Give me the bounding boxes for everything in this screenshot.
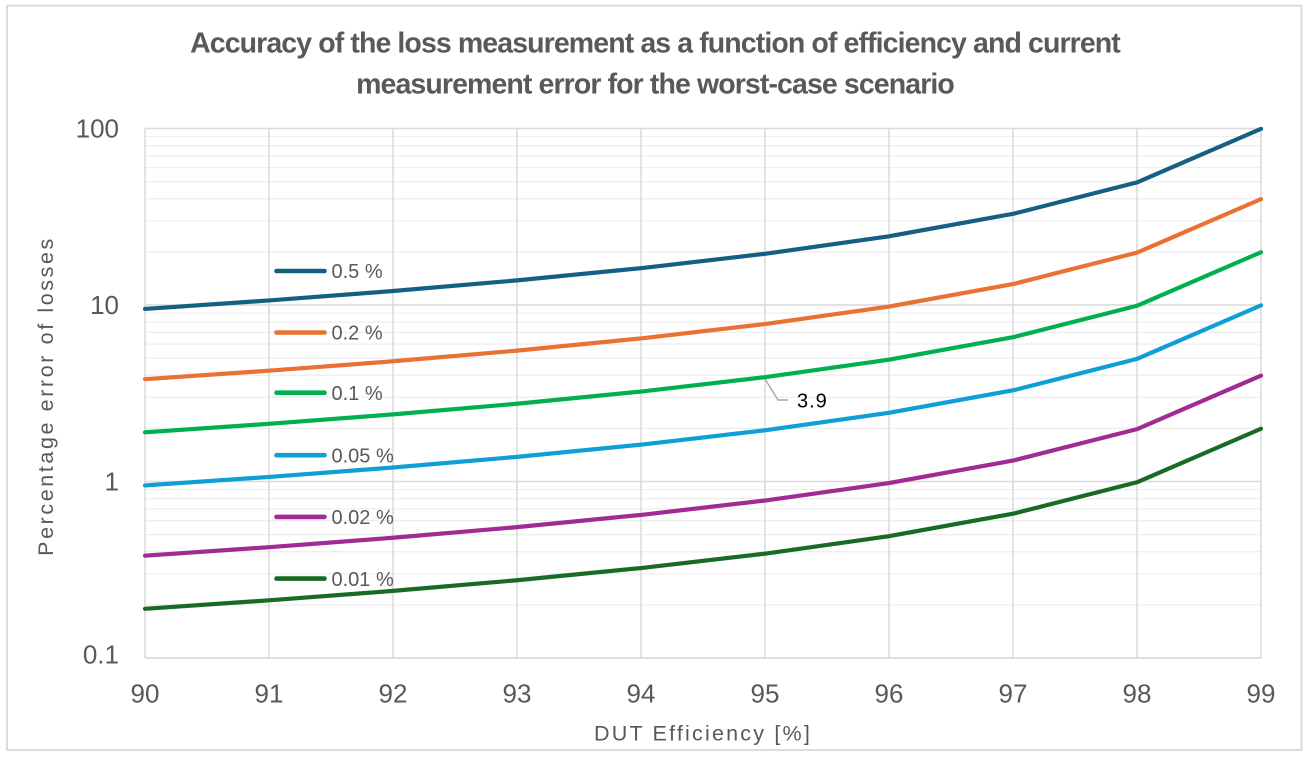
svg-text:DUT Efficiency [%]: DUT Efficiency [%] <box>594 722 812 746</box>
svg-text:Percentage error of losses: Percentage error of losses <box>34 236 58 556</box>
svg-text:94: 94 <box>627 678 656 708</box>
svg-text:90: 90 <box>131 678 160 708</box>
svg-text:1: 1 <box>105 467 119 497</box>
svg-text:100: 100 <box>76 114 119 144</box>
svg-text:92: 92 <box>379 678 408 708</box>
svg-text:measurement error for the wors: measurement error for the worst-case sce… <box>356 69 954 101</box>
svg-text:93: 93 <box>503 678 532 708</box>
svg-text:10: 10 <box>90 290 119 320</box>
svg-text:0.01 %: 0.01 % <box>332 569 394 591</box>
svg-text:91: 91 <box>255 678 284 708</box>
svg-text:99: 99 <box>1247 678 1276 708</box>
svg-text:0.1 %: 0.1 % <box>332 383 383 405</box>
svg-text:96: 96 <box>875 678 904 708</box>
svg-text:Accuracy of the loss measureme: Accuracy of the loss measurement as a fu… <box>190 28 1121 60</box>
svg-text:0.5 %: 0.5 % <box>332 261 383 283</box>
svg-text:0.05 %: 0.05 % <box>332 445 394 467</box>
svg-text:95: 95 <box>751 678 780 708</box>
svg-text:0.2 %: 0.2 % <box>332 323 383 345</box>
svg-text:97: 97 <box>999 678 1028 708</box>
svg-text:3.9: 3.9 <box>797 391 828 413</box>
svg-text:0.1: 0.1 <box>83 640 119 670</box>
svg-text:98: 98 <box>1123 678 1152 708</box>
svg-text:0.02 %: 0.02 % <box>332 507 394 529</box>
